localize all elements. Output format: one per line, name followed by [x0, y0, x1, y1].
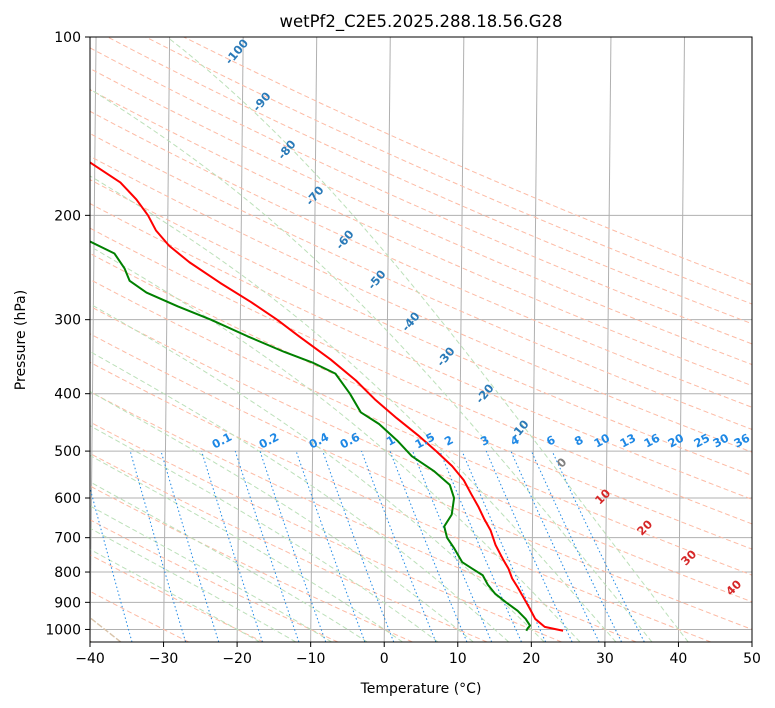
- isotherm-line: [677, 37, 685, 642]
- y-tick-label: 400: [54, 387, 81, 403]
- y-axis-title: Pressure (hPa): [13, 290, 29, 390]
- mixing-ratio-line: [160, 450, 220, 642]
- plot-frame: [89, 36, 753, 643]
- moist-adiabat-line: [90, 88, 653, 642]
- moist-adiabat-line: [90, 303, 545, 642]
- mixing-ratio-line: [389, 450, 468, 642]
- dewpoint-profile: [90, 240, 532, 632]
- mixing-ratio-line: [295, 450, 366, 642]
- x-tick-label: 50: [743, 651, 761, 667]
- moist-adiabat-line: [90, 245, 581, 642]
- dry-adiabat-line: [90, 110, 752, 408]
- x-tick-label: −30: [149, 651, 179, 667]
- dry-adiabat-line: [90, 391, 637, 642]
- mixing-ratio-label: 25: [691, 431, 712, 451]
- dry-adiabat-line: [90, 203, 752, 500]
- moist-adiabat-line: [90, 390, 474, 642]
- dry-adiabat-line: [90, 47, 752, 345]
- mixing-ratio-line: [234, 450, 300, 642]
- dry-adiabat-line: [90, 333, 752, 630]
- x-tick-label: 20: [522, 651, 540, 667]
- isotherm-line: [163, 37, 171, 642]
- y-tick-label: 100: [54, 30, 81, 46]
- isotherm-line: [90, 37, 97, 642]
- moist-adiabat-line: [90, 454, 403, 642]
- y-tick-label: 900: [54, 595, 81, 611]
- mixing-ratio-label: 10: [591, 431, 612, 451]
- dry-adiabat-line: [90, 590, 189, 642]
- dry-adiabat-line: [107, 37, 752, 325]
- moist-adiabat-line: [166, 37, 689, 642]
- y-tick-label: 1000: [45, 622, 81, 638]
- mixing-ratio-line: [322, 450, 395, 642]
- x-tick-label: 10: [449, 651, 467, 667]
- mixing-ratio-line: [201, 450, 263, 642]
- mixing-ratio-line: [90, 486, 133, 642]
- dry-adiabat-line: [183, 37, 752, 286]
- y-tick-label: 600: [54, 491, 81, 507]
- dry-adiabat-line: [90, 485, 413, 642]
- x-tick-label: 40: [670, 651, 688, 667]
- grid-layer: [90, 37, 752, 642]
- x-tick-label: −20: [222, 651, 252, 667]
- isotherm-line: [383, 37, 391, 642]
- y-tick-label: 300: [54, 313, 81, 329]
- y-tick-label: 500: [54, 444, 81, 460]
- mixing-ratio-label: 30: [710, 431, 731, 451]
- x-axis-title: Temperature (°C): [360, 681, 482, 697]
- y-axis: 1000 900 800 700 600 500 400 300 200 100: [45, 30, 90, 638]
- x-tick-label: −10: [296, 651, 326, 667]
- dry-adiabat-line: [90, 89, 752, 387]
- x-tick-label: −40: [75, 651, 105, 667]
- mixing-ratio-line: [551, 450, 645, 642]
- dry-adiabat-line: [90, 452, 488, 642]
- mixing-ratio-line: [439, 450, 522, 642]
- mixing-ratio-label: 36: [731, 431, 752, 451]
- dry-adiabat-line: [90, 227, 752, 525]
- dry-adiabat-line: [90, 305, 752, 603]
- temperature-profile: [90, 161, 564, 632]
- x-axis: −40 −30 −20 −10 0 10 20 30 40 50: [75, 642, 761, 667]
- mixing-ratio-line: [259, 450, 327, 642]
- dry-adiabat-line: [145, 37, 752, 305]
- mixing-ratio-label: 13: [617, 431, 638, 451]
- dry-adiabat-line: [90, 361, 711, 642]
- x-tick-label: 0: [380, 651, 389, 667]
- isotherm-line: [604, 37, 612, 642]
- dry-adiabat-line: [90, 67, 752, 366]
- y-tick-label: 800: [54, 565, 81, 581]
- y-tick-label: 200: [54, 208, 81, 224]
- chart-title: wetPf2_C2E5.2025.288.18.56.G28: [279, 12, 562, 32]
- mixing-ratio-line: [461, 450, 547, 642]
- mixing-ratio-line: [361, 450, 437, 642]
- dry-adiabat-line: [90, 252, 752, 550]
- mixing-ratio-line: [129, 450, 187, 642]
- dry-adiabat-line: [90, 278, 752, 576]
- x-tick-label: 30: [596, 651, 614, 667]
- y-tick-label: 700: [54, 531, 81, 547]
- moist-adiabat-line: [90, 425, 439, 642]
- moist-adiabat-line: [90, 505, 332, 642]
- mixing-ratio-label: 16: [641, 431, 662, 451]
- mixing-ratio-label: 20: [665, 431, 686, 451]
- dry-adiabat-line: [90, 421, 562, 642]
- series-layer: [90, 161, 564, 632]
- mixing-ratio-line: [412, 450, 493, 642]
- isotherm-line: [457, 37, 465, 642]
- moist-adiabat-line: [90, 350, 510, 642]
